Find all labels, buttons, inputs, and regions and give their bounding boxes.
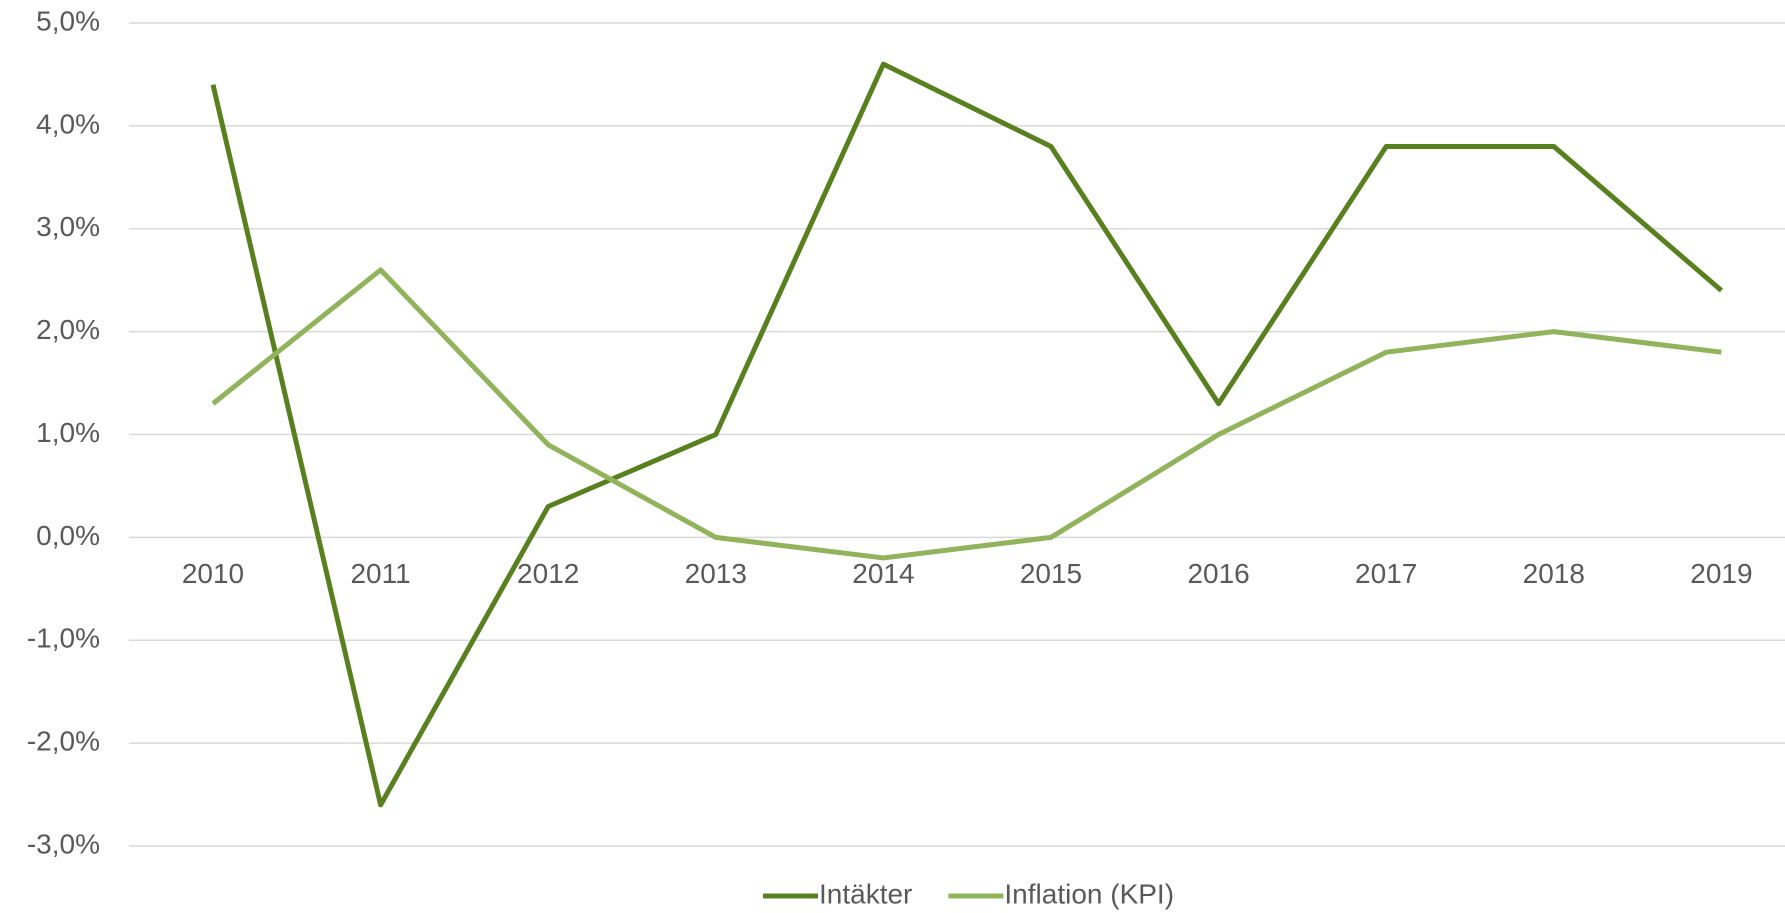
y-tick-label: -1,0% [27, 623, 100, 654]
x-tick-label: 2011 [350, 558, 410, 589]
y-tick-label: 0,0% [36, 520, 100, 551]
y-tick-label: 5,0% [36, 5, 100, 36]
line-series [211, 267, 1722, 561]
x-tick-label: 2019 [1690, 558, 1752, 589]
x-tick-label: 2017 [1355, 558, 1417, 589]
y-tick-label: 1,0% [36, 417, 100, 448]
y-tick-label: 2,0% [36, 314, 100, 345]
y-tick-label: -2,0% [27, 726, 100, 757]
legend-label: Intäkter [819, 878, 912, 909]
x-tick-label: 2018 [1523, 558, 1585, 589]
y-tick-label: -3,0% [27, 828, 100, 859]
y-tick-label: 3,0% [36, 211, 100, 242]
x-tick-label: 2015 [1020, 558, 1082, 589]
legend-label: Inflation (KPI) [1004, 878, 1174, 909]
x-tick-label: 2010 [182, 558, 244, 589]
x-tick-label: 2016 [1187, 558, 1249, 589]
x-tick-label: 2013 [685, 558, 747, 589]
x-tick-label: 2014 [852, 558, 914, 589]
x-tick-label: 2012 [517, 558, 579, 589]
line-series [210, 61, 1724, 808]
y-tick-label: 4,0% [36, 108, 100, 139]
